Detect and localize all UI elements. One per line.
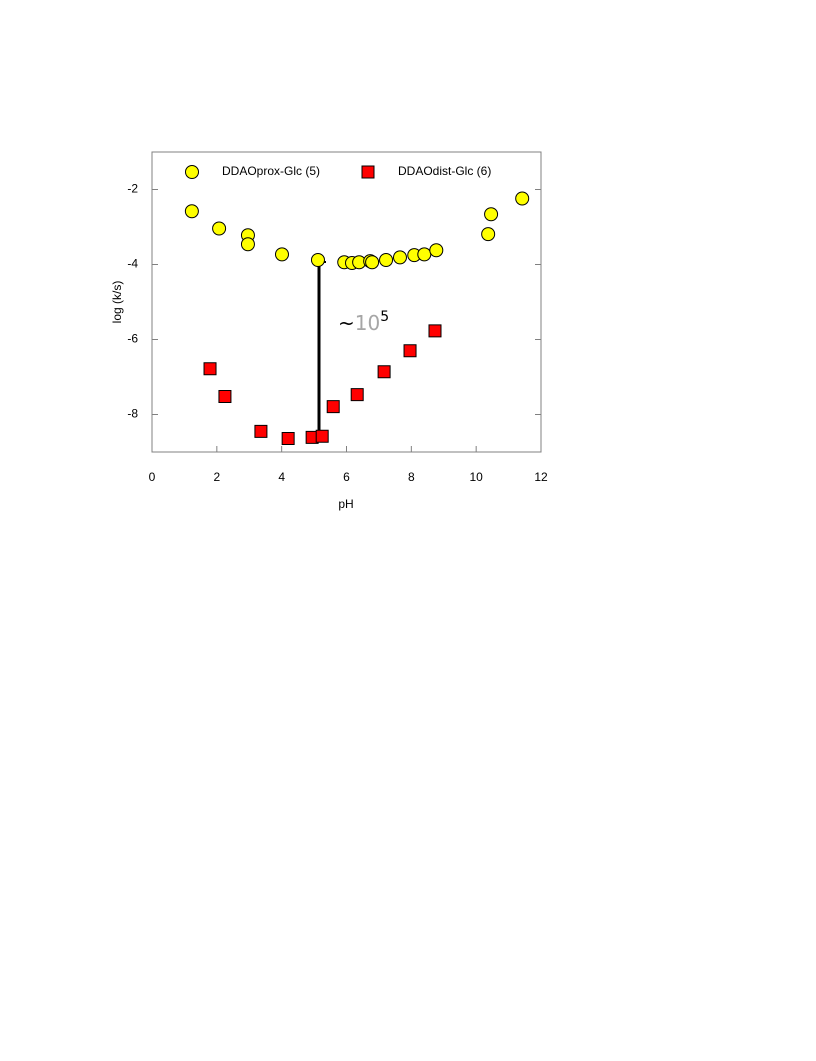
point	[254, 424, 268, 438]
annotation: ~105	[338, 309, 389, 335]
x-tick-label: 8	[408, 470, 415, 484]
point	[315, 429, 329, 443]
legend-label: DDAOprox-Glc (5)	[222, 164, 320, 178]
x-tick-label: 2	[213, 470, 220, 484]
plot-frame	[151, 151, 542, 453]
annotation-exponent: 5	[380, 309, 389, 325]
x-axis-label: pH	[338, 497, 353, 511]
y-tick-label: -8	[127, 407, 138, 421]
point	[403, 344, 417, 358]
point	[417, 247, 432, 262]
point	[428, 324, 442, 338]
point	[274, 247, 289, 262]
point	[240, 237, 255, 252]
x-tick-label: 0	[149, 470, 156, 484]
point	[377, 365, 391, 379]
point	[310, 253, 325, 267]
point	[484, 207, 499, 222]
point	[212, 221, 227, 236]
x-tick-label: 4	[278, 470, 285, 484]
point	[379, 253, 394, 267]
legend-swatch	[361, 165, 375, 179]
point	[281, 432, 295, 445]
point	[392, 250, 407, 265]
point	[326, 400, 340, 414]
y-tick-label: -2	[127, 182, 138, 196]
legend-swatch	[185, 165, 199, 179]
point	[481, 227, 496, 242]
annotation-base: 10	[355, 311, 380, 335]
x-tick-label: 10	[469, 470, 483, 484]
point	[203, 362, 217, 376]
y-tick-label: -4	[127, 257, 138, 271]
point	[218, 390, 232, 403]
y-tick-label: -6	[127, 332, 138, 346]
x-tick-label: 6	[343, 470, 350, 484]
y-axis-label: log (k/s)	[110, 281, 124, 324]
point	[184, 204, 199, 219]
annotation-prefix: ~	[338, 311, 355, 335]
legend-label: DDAOdist-Glc (6)	[398, 164, 491, 178]
x-tick-label: 12	[534, 470, 548, 484]
point	[515, 191, 530, 206]
point	[429, 243, 444, 258]
point	[365, 255, 380, 270]
point	[350, 388, 364, 402]
